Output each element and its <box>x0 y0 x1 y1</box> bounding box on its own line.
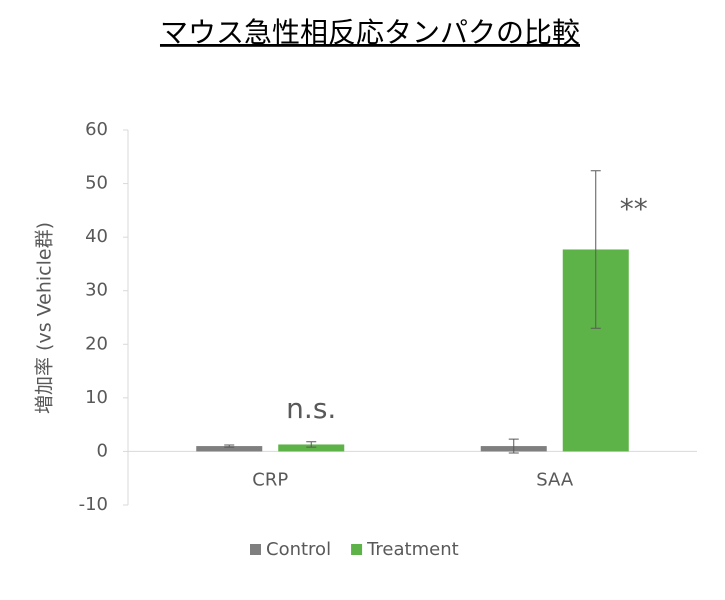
error-bar <box>508 438 519 454</box>
error-bar <box>306 441 317 448</box>
y-axis-label: 増加率 (vs Vehicle群) <box>34 222 56 414</box>
y-tick-label: 20 <box>85 333 108 354</box>
x-tick-label: CRP <box>252 469 288 490</box>
error-bar <box>224 444 235 448</box>
legend-label: Control <box>266 539 331 560</box>
x-tick-label: SAA <box>536 469 574 490</box>
legend-swatch <box>351 544 363 555</box>
legend-swatch <box>250 544 261 555</box>
y-tick-label: 10 <box>85 387 108 408</box>
y-tick-label: 30 <box>85 280 108 301</box>
y-tick-label: 40 <box>85 226 108 247</box>
y-tick-label: 50 <box>85 173 108 194</box>
significance-label: n.s. <box>286 392 336 425</box>
error-bar <box>590 170 601 329</box>
y-tick-label: -10 <box>79 494 108 515</box>
bar <box>196 446 263 452</box>
significance-label: ** <box>620 193 648 226</box>
y-tick-label: 0 <box>97 440 108 461</box>
legend-label: Treatment <box>366 539 459 560</box>
chart-title: マウス急性相反応タンパクの比較 <box>160 16 580 49</box>
y-tick-label: 60 <box>85 119 108 140</box>
bar <box>278 444 345 452</box>
